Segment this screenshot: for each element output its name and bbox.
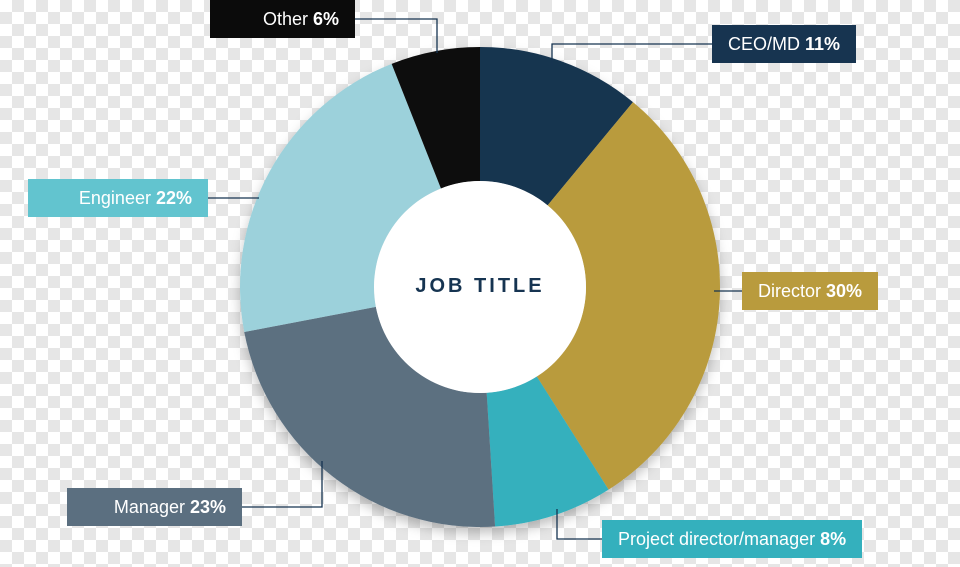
label-value-ceo: 11% — [805, 34, 840, 54]
leader-ceo — [552, 44, 712, 66]
label-text-manager: Manager — [114, 497, 190, 517]
leader-manager — [242, 461, 322, 507]
label-engineer: Engineer 22% — [28, 179, 208, 217]
label-value-pm: 8% — [820, 529, 846, 549]
label-text-other: Other — [263, 9, 313, 29]
label-text-engineer: Engineer — [79, 188, 156, 208]
label-value-engineer: 22% — [156, 188, 192, 208]
leader-other — [355, 19, 437, 53]
label-other: Other 6% — [210, 0, 355, 38]
label-value-director: 30% — [826, 281, 862, 301]
label-value-other: 6% — [313, 9, 339, 29]
label-director: Director 30% — [742, 272, 878, 310]
donut-chart-job-title: { "chart": { "type": "donut", "center_la… — [0, 0, 960, 567]
label-ceo: CEO/MD 11% — [712, 25, 856, 63]
label-value-manager: 23% — [190, 497, 226, 517]
label-text-director: Director — [758, 281, 826, 301]
label-text-ceo: CEO/MD — [728, 34, 805, 54]
label-manager: Manager 23% — [67, 488, 242, 526]
leader-pm — [557, 509, 602, 539]
label-text-pm: Project director/manager — [618, 529, 820, 549]
label-pm: Project director/manager 8% — [602, 520, 862, 558]
